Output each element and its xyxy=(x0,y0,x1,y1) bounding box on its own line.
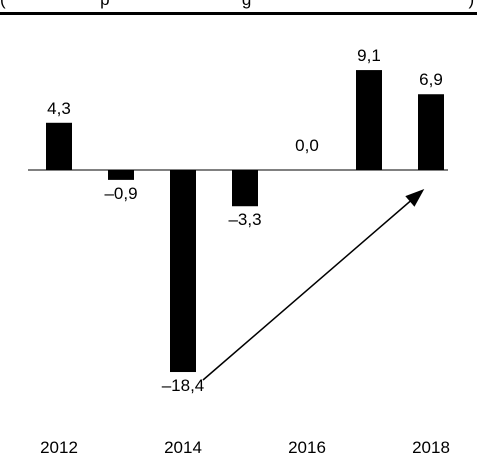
value-label-2016: 0,0 xyxy=(295,136,319,155)
bar-2018 xyxy=(418,94,444,170)
annotation-arrowhead xyxy=(405,189,425,207)
value-label-2017: 9,1 xyxy=(357,46,381,65)
chart-title-cropped: ( p g ) xyxy=(0,0,477,9)
value-label-2012: 4,3 xyxy=(47,99,71,118)
x-tick-label-2018: 2018 xyxy=(412,438,450,457)
x-tick-label-2012: 2012 xyxy=(40,438,78,457)
annotation-arrow-line xyxy=(202,190,423,381)
bar-2014 xyxy=(170,170,196,373)
x-tick-label-2016: 2016 xyxy=(288,438,326,457)
value-label-2018: 6,9 xyxy=(419,70,443,89)
bar-2017 xyxy=(356,70,382,170)
bar-2013 xyxy=(108,170,134,180)
value-label-2014: –18,4 xyxy=(162,376,205,395)
bar-2015 xyxy=(232,170,258,207)
value-label-2013: –0,9 xyxy=(104,184,137,203)
x-tick-label-2014: 2014 xyxy=(164,438,202,457)
bar-2012 xyxy=(46,122,72,170)
value-label-2015: –3,3 xyxy=(228,210,261,229)
top-rule xyxy=(0,12,477,15)
